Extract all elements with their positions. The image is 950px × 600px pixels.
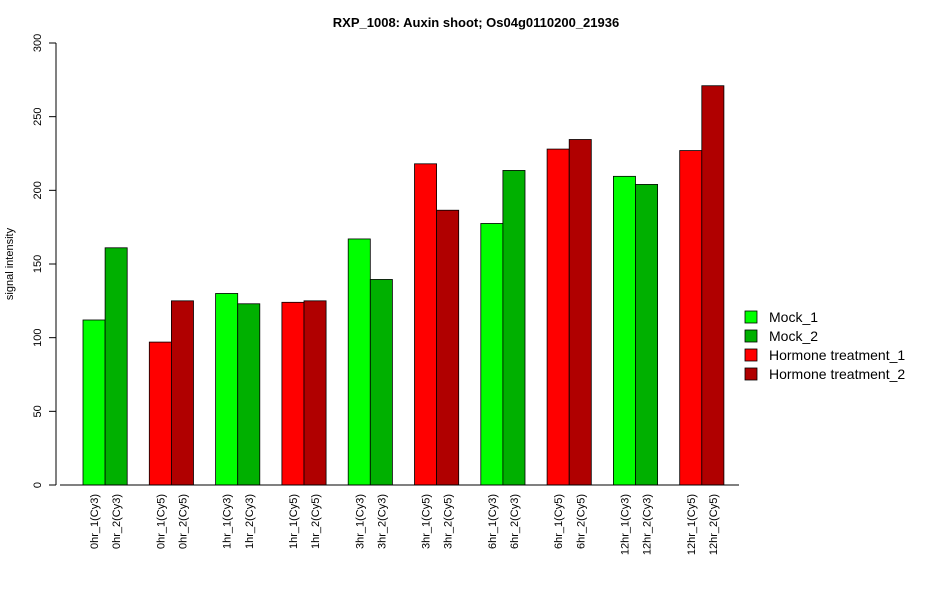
x-tick-label: 12hr_2(Cy5) — [708, 494, 720, 555]
legend-label: Hormone treatment_2 — [769, 366, 905, 382]
x-tick-label: 1hr_2(Cy3) — [244, 494, 256, 549]
legend-label: Hormone treatment_1 — [769, 347, 905, 363]
y-axis-title: signal intensity — [4, 227, 16, 300]
chart-title: RXP_1008: Auxin shoot; Os04g0110200_2193… — [333, 15, 619, 30]
x-tick-label: 6hr_2(Cy3) — [509, 494, 521, 549]
bar — [82, 319, 106, 486]
y-tick-label: 300 — [32, 34, 44, 52]
y-tick-label: 150 — [32, 255, 44, 273]
x-tick-label: 1hr_1(Cy5) — [288, 494, 300, 549]
bar — [613, 175, 636, 486]
x-tick-label: 3hr_2(Cy5) — [443, 494, 455, 549]
y-tick-label: 0 — [32, 482, 44, 488]
legend: Mock_1 Mock_2 Hormone treatment_1 Hormone t… — [744, 309, 905, 382]
bar — [679, 150, 703, 486]
bar — [635, 184, 659, 486]
bar — [701, 85, 725, 486]
legend-swatch — [744, 329, 758, 343]
bar — [170, 300, 194, 486]
x-tick-label: 0hr_1(Cy3) — [89, 494, 101, 549]
bar — [104, 247, 128, 486]
legend-swatch — [744, 367, 758, 381]
x-tick-label: 12hr_2(Cy3) — [642, 494, 654, 555]
y-tick-label: 200 — [32, 181, 44, 199]
bar — [436, 209, 460, 486]
bar — [502, 170, 526, 486]
x-tick-label: 1hr_1(Cy3) — [222, 494, 234, 549]
x-tick-label: 6hr_1(Cy5) — [553, 494, 565, 549]
legend-label: Mock_2 — [769, 328, 818, 344]
x-tick-label: 1hr_2(Cy5) — [310, 494, 322, 549]
x-tick-label: 6hr_1(Cy3) — [487, 494, 499, 549]
x-tick-label: 12hr_1(Cy5) — [686, 494, 698, 555]
y-tick-label: 250 — [32, 107, 44, 125]
x-tick-label: 0hr_1(Cy5) — [155, 494, 167, 549]
bar — [347, 238, 371, 486]
x-tick-label: 0hr_2(Cy3) — [111, 494, 123, 549]
legend-label: Mock_1 — [769, 309, 818, 325]
y-tick-label: 50 — [32, 405, 44, 417]
legend-swatch — [744, 348, 758, 362]
bar — [546, 148, 570, 486]
bar — [281, 301, 305, 486]
bars — [82, 85, 725, 486]
legend-swatch — [744, 310, 758, 324]
bar — [303, 300, 327, 486]
bar — [414, 163, 438, 486]
y-axis: 0 50 100 150 200 250 300 — [32, 34, 57, 488]
x-axis-labels: 0hr_1(Cy3) 0hr_2(Cy3) 0hr_1(Cy5) 0hr_2(Cy5)… — [89, 494, 720, 555]
x-tick-label: 3hr_1(Cy5) — [421, 494, 433, 549]
y-tick-label: 100 — [32, 328, 44, 346]
bar — [148, 341, 172, 486]
x-tick-label: 3hr_2(Cy3) — [376, 494, 388, 549]
bar — [369, 279, 393, 486]
bar — [568, 139, 592, 486]
x-tick-label: 0hr_2(Cy5) — [177, 494, 189, 549]
x-tick-label: 3hr_1(Cy3) — [354, 494, 366, 549]
bar — [215, 293, 239, 486]
bar — [237, 303, 261, 486]
x-tick-label: 12hr_1(Cy3) — [619, 494, 631, 555]
x-tick-label: 6hr_2(Cy5) — [575, 494, 587, 549]
bar — [480, 223, 504, 486]
